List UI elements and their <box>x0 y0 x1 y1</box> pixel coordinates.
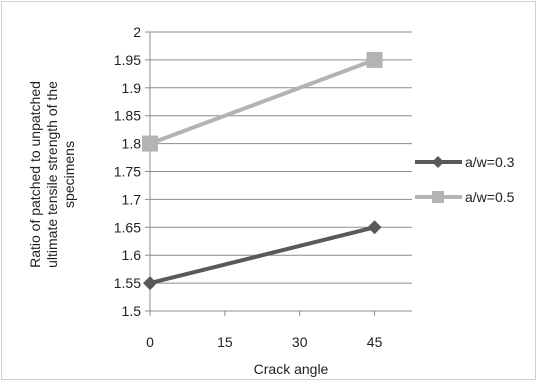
line-chart: 1.5 1.55 1.6 1.65 1.7 1.75 1.8 1.85 1.9 1.95 2 0 15… <box>27 24 515 377</box>
legend: a/w=0.3 a/w=0.5 <box>415 154 515 205</box>
y-tick-label: 1.95 <box>114 52 141 68</box>
legend-label: a/w=0.3 <box>465 154 515 170</box>
legend-label: a/w=0.5 <box>465 189 515 205</box>
legend-marker-diamond <box>432 156 444 168</box>
x-tick-label: 0 <box>146 334 154 350</box>
legend-marker-square <box>432 191 444 203</box>
x-tick-label: 45 <box>367 334 383 350</box>
chart-frame: 1.5 1.55 1.6 1.65 1.7 1.75 1.8 1.85 1.9 1.95 2 0 15… <box>1 1 536 380</box>
data-point-diamond <box>143 276 157 291</box>
y-tick-label: 1.7 <box>122 191 142 207</box>
y-tick-label: 1.8 <box>122 136 142 152</box>
y-axis-title-line: specimens <box>61 141 77 208</box>
series-line-a/w=0.3 <box>149 225 376 286</box>
series <box>142 51 383 291</box>
y-axis-title-line: ultimate tensile strength of the <box>44 81 60 268</box>
y-axis-title: Ratio of patched to unpatchedultimate te… <box>27 81 77 268</box>
data-point-square <box>142 135 158 152</box>
gridlines <box>150 31 412 312</box>
x-tick-label: 30 <box>292 334 308 350</box>
y-tick-label: 1.6 <box>122 247 142 263</box>
x-tick-labels: 0 15 30 45 <box>146 334 382 350</box>
series-line-a/w=0.5 <box>149 58 376 146</box>
y-tick-labels: 1.5 1.55 1.6 1.65 1.7 1.75 1.8 1.85 1.9 1.95 2 <box>114 24 141 319</box>
y-tick-label: 1.9 <box>122 80 142 96</box>
data-point-diamond <box>367 220 382 235</box>
y-tick-label: 1.65 <box>114 219 141 235</box>
y-tick-label: 2 <box>133 24 141 40</box>
y-axis-title-line: Ratio of patched to unpatched <box>27 81 43 268</box>
x-tick-label: 15 <box>217 334 233 350</box>
y-tick-label: 1.75 <box>114 164 141 180</box>
y-tick-label: 1.85 <box>114 108 141 124</box>
x-axis-title: Crack angle <box>254 361 329 377</box>
data-point-square <box>366 51 383 68</box>
y-tick-label: 1.5 <box>122 303 142 319</box>
y-tick-label: 1.55 <box>114 275 141 291</box>
